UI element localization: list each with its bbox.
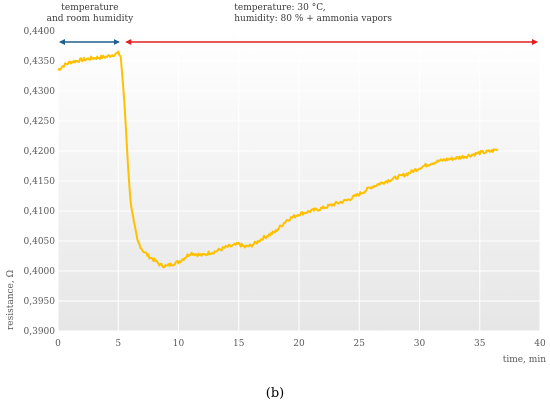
x-tick-label: 5 xyxy=(115,339,121,349)
y-tick-label: 0,3900 xyxy=(24,327,56,337)
x-tick-label: 15 xyxy=(233,339,245,349)
y-tick-label: 0,3950 xyxy=(24,297,56,307)
x-tick-label: 10 xyxy=(173,339,185,349)
y-tick-label: 0,4300 xyxy=(24,87,56,97)
y-tick-label: 0,4050 xyxy=(24,237,56,247)
x-tick-label: 25 xyxy=(354,339,366,349)
y-axis-label: resistance, Ω xyxy=(6,270,16,330)
x-tick-label: 40 xyxy=(534,339,546,349)
y-tick-label: 0,4000 xyxy=(24,267,56,277)
x-tick-label: 30 xyxy=(414,339,426,349)
annotation-text-1: temperature: 30 °C, xyxy=(234,3,325,13)
x-tick-label: 35 xyxy=(474,339,486,349)
series-line-0 xyxy=(57,50,499,269)
series xyxy=(57,50,499,269)
y-tick-label: 0,4400 xyxy=(24,27,56,37)
y-tick-label: 0,4250 xyxy=(24,117,56,127)
x-tick-label: 20 xyxy=(293,339,305,349)
y-tick-label: 0,4350 xyxy=(24,57,56,67)
y-tick-label: 0,4200 xyxy=(24,147,56,157)
figure-caption: (b) xyxy=(266,386,284,401)
annotation-text-1: humidity: 80 % + ammonia vapors xyxy=(234,14,392,24)
annotation-text-0: temperature xyxy=(61,3,118,13)
y-tick-label: 0,4150 xyxy=(24,177,56,187)
x-tick-labels: 0 5 10 15 20 25 30 35 40 xyxy=(55,339,546,349)
y-tick-labels: 0,3900 0,3950 0,4000 0,4050 0,4100 0,4150 0,42… xyxy=(24,27,56,337)
annotation-text-0: and room humidity xyxy=(47,14,135,24)
x-axis-label: time, min xyxy=(503,355,546,365)
grid xyxy=(57,30,541,332)
x-tick-label: 0 xyxy=(55,339,61,349)
y-tick-label: 0,4100 xyxy=(24,207,56,217)
